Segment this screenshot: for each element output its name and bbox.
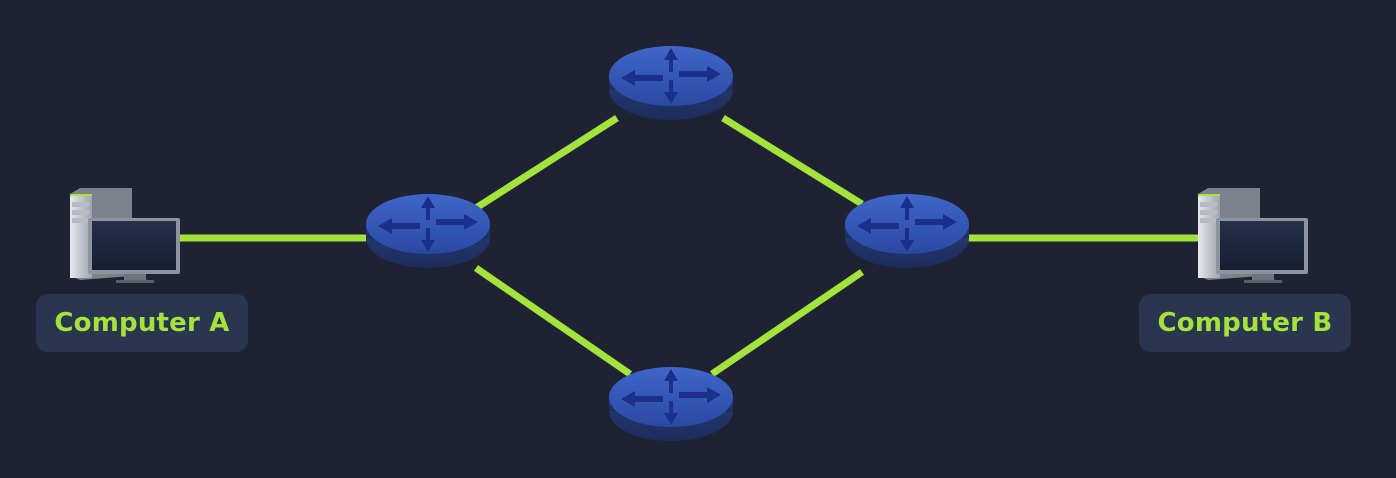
computer-b-label-text: Computer B xyxy=(1157,308,1333,338)
link-router-bottom-router-right xyxy=(710,269,864,377)
router-icon xyxy=(845,194,969,268)
computer-a-icon xyxy=(70,188,180,283)
link-router-left-router-bottom xyxy=(474,265,632,377)
link-router-left-router-top xyxy=(474,115,619,211)
network-links xyxy=(180,115,1200,377)
computer-a-label: Computer A xyxy=(36,294,248,352)
router-icon xyxy=(609,367,733,441)
computer-b-icon xyxy=(1198,188,1308,283)
computer-b-label: Computer B xyxy=(1139,294,1351,352)
computer-a-label-text: Computer A xyxy=(54,308,230,338)
router-icon xyxy=(609,46,733,120)
link-router-top-router-right xyxy=(721,115,864,207)
router-icon xyxy=(366,194,490,268)
